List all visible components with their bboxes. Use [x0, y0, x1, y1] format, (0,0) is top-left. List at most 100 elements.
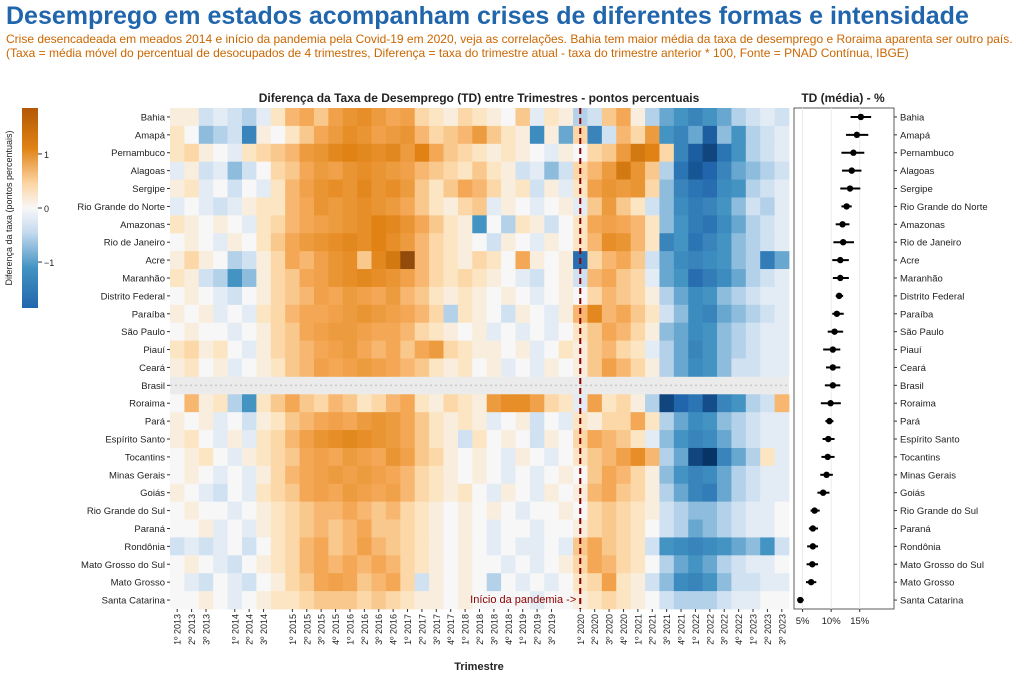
heatmap-cell: [400, 304, 416, 324]
heatmap-state-label: Rio de Janeiro: [104, 238, 165, 249]
heatmap-cell: [515, 108, 531, 127]
heatmap-cell: [501, 197, 516, 216]
heatmap-cell: [472, 269, 488, 288]
heatmap-cell: [414, 322, 430, 341]
heatmap-cell: [371, 286, 387, 306]
legend-tick-label: 0: [44, 204, 49, 214]
heatmap-cell: [170, 340, 185, 359]
heatmap-cell: [357, 233, 372, 252]
heatmap-cell: [544, 591, 560, 610]
dotplot-x-tick-label: 5%: [796, 616, 810, 627]
heatmap-cell: [213, 197, 228, 216]
heatmap-cell: [400, 322, 416, 341]
heatmap-cell: [673, 358, 689, 377]
heatmap-cell: [299, 465, 315, 485]
heatmap-cell: [400, 394, 416, 413]
heatmap-cell: [760, 233, 776, 252]
heatmap-cell: [472, 215, 488, 234]
heatmap-quarter-label: 4º 2016: [389, 614, 399, 645]
heatmap-cell: [486, 394, 502, 413]
heatmap-cell: [170, 537, 185, 556]
heatmap-cell: [673, 412, 689, 431]
heatmap-cell: [673, 591, 689, 610]
heatmap-cell: [457, 358, 473, 377]
heatmap-cell: [659, 555, 675, 574]
heatmap-cell: [501, 358, 516, 377]
heatmap-cell: [702, 251, 718, 270]
heatmap-cell: [472, 573, 488, 592]
heatmap-cell: [342, 358, 358, 377]
heatmap-cell: [601, 483, 617, 503]
heatmap-cell: [227, 412, 243, 431]
heatmap-cell: [717, 519, 732, 538]
heatmap-cell: [443, 519, 459, 538]
heatmap-cell: [328, 412, 344, 431]
heatmap-cell: [630, 251, 646, 270]
heatmap-cell: [673, 447, 689, 467]
heatmap-cell: [400, 447, 416, 467]
heatmap-cell: [285, 412, 300, 431]
heatmap-cell: [241, 197, 257, 216]
heatmap-cell: [717, 394, 732, 413]
heatmap-cell: [342, 269, 358, 288]
dotplot-state-label: Amazonas: [900, 220, 945, 231]
heatmap-cell: [429, 251, 444, 270]
heatmap-cell: [357, 161, 372, 180]
heatmap-cell: [213, 501, 228, 520]
heatmap-cell: [515, 125, 531, 145]
heatmap-cell: [429, 555, 444, 574]
heatmap-state-label: Ceará: [139, 363, 166, 374]
legend-tick-label: −1: [44, 258, 54, 268]
heatmap-cell: [241, 573, 257, 592]
heatmap-cell: [227, 483, 243, 503]
heatmap-cell: [501, 251, 516, 270]
dotplot-mean-point: [839, 238, 847, 246]
dotplot-state-label: Amapá: [900, 130, 931, 141]
heatmap-cell: [429, 215, 444, 234]
heatmap-cell: [457, 304, 473, 324]
heatmap-cell: [313, 322, 329, 341]
heatmap-cell: [616, 269, 632, 288]
heatmap-cell: [313, 430, 329, 449]
heatmap-cell: [587, 179, 603, 198]
heatmap-cell: [170, 591, 185, 610]
heatmap-cell: [645, 519, 660, 538]
heatmap-cell: [313, 591, 329, 610]
heatmap-cell: [400, 251, 416, 270]
heatmap-cell: [270, 143, 286, 163]
heatmap-cell: [270, 269, 286, 288]
heatmap-cell: [745, 358, 761, 377]
heatmap-cell: [342, 179, 358, 198]
heatmap-cell: [717, 215, 732, 234]
heatmap-cell: [659, 519, 675, 538]
dotplot-state-label: Sergipe: [900, 184, 933, 195]
heatmap-quarter-label: 1º 2023: [749, 614, 759, 645]
heatmap-cell: [630, 537, 646, 556]
heatmap-cell: [313, 340, 329, 359]
heatmap-cell: [414, 537, 430, 556]
heatmap-quarter-label: 2º 2016: [360, 614, 370, 645]
heatmap-cell: [184, 161, 200, 180]
heatmap-cell: [385, 447, 401, 467]
heatmap-cell: [256, 108, 272, 127]
heatmap-cell: [659, 340, 675, 359]
heatmap-cell: [544, 555, 560, 574]
heatmap-state-label: Brasil: [141, 381, 165, 392]
heatmap-cell: [256, 394, 272, 413]
heatmap-cell: [573, 215, 588, 234]
heatmap-cell: [328, 143, 344, 163]
heatmap-cell: [501, 412, 516, 431]
heatmap-cell: [198, 340, 214, 359]
heatmap-cell: [227, 197, 243, 216]
heatmap-cell: [515, 286, 531, 306]
heatmap-cell: [457, 501, 473, 520]
heatmap-cell: [673, 179, 689, 198]
heatmap-cell: [601, 340, 617, 359]
heatmap-state-label: Mato Grosso do Sul: [81, 560, 165, 571]
heatmap-cell: [371, 465, 387, 485]
heatmap-cell: [342, 555, 358, 574]
dotplot-mean-point: [819, 489, 827, 496]
heatmap-quarter-label: 2º 2015: [302, 614, 312, 645]
heatmap-cell: [688, 340, 704, 359]
heatmap-cell: [299, 161, 315, 180]
